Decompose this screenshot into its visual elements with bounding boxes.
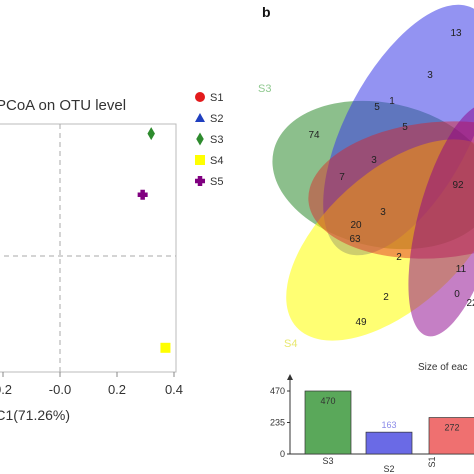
legend-marker-s5 xyxy=(195,176,205,186)
bar-y-tick-label: 470 xyxy=(270,386,285,396)
legend-marker-s2 xyxy=(195,113,205,122)
pca-plot-frame xyxy=(0,123,177,373)
legend-label-s2: S2 xyxy=(210,113,223,125)
venn-region-count: 0 xyxy=(454,289,460,300)
pca-chart: 0.2 -0.0 0.2 0.4 PC1(71.26%) S1 S2 S3 S4 S5 xyxy=(0,92,223,423)
venn-region-count: 3 xyxy=(380,207,386,218)
venn-region-count: 22 xyxy=(466,298,474,309)
bar-category-label: S1 xyxy=(427,456,437,467)
venn-region-count: 13 xyxy=(450,28,462,39)
bar-value-label: 163 xyxy=(381,420,396,430)
venn-region-count: 3 xyxy=(371,155,377,166)
venn-region-count: 5 xyxy=(402,122,408,133)
pca-point-s4 xyxy=(160,342,171,353)
legend-marker-s3 xyxy=(196,132,204,146)
venn-region-count: 49 xyxy=(355,317,367,328)
panel-b-label: b xyxy=(262,4,271,20)
venn-region-count: 74 xyxy=(308,130,320,141)
pca-x-tick-label: 0.4 xyxy=(165,382,183,397)
legend-label-s5: S5 xyxy=(210,176,223,188)
pca-point-s5 xyxy=(137,189,148,200)
venn-region-count: 2 xyxy=(383,292,389,303)
legend-marker-s4 xyxy=(195,155,205,165)
bar-y-axis-arrow-icon xyxy=(287,374,293,380)
bar-y-tick-label: 235 xyxy=(270,418,285,428)
venn-set-label-s3: S3 xyxy=(258,83,271,95)
pca-x-tick-label: 0.2 xyxy=(108,382,126,397)
pca-x-axis-label: PC1(71.26%) xyxy=(0,407,70,423)
bar-value-label: 272 xyxy=(444,423,459,433)
venn-region-count: 63 xyxy=(349,234,361,245)
bar-s1 xyxy=(428,417,474,455)
pca-point-s3 xyxy=(147,127,155,141)
venn-diagram: S3 S4 13351574379232063211202249 xyxy=(258,4,474,350)
set-size-title: Size of eac xyxy=(418,362,468,373)
venn-region-count: 11 xyxy=(456,264,467,275)
venn-region-count: 92 xyxy=(452,180,464,191)
venn-petal-s5 xyxy=(408,103,474,337)
pca-title: PCoA on OTU level xyxy=(0,97,127,114)
legend-marker-s1 xyxy=(195,92,205,102)
venn-region-count: 20 xyxy=(350,220,362,231)
bar-s2 xyxy=(365,431,413,455)
pca-x-tick-label: -0.0 xyxy=(49,382,71,397)
legend-label-s4: S4 xyxy=(210,155,223,167)
bar-category-label: S3 xyxy=(322,456,333,466)
bar-s3 xyxy=(304,390,352,455)
venn-region-count: 2 xyxy=(396,252,402,263)
venn-region-count: 3 xyxy=(427,70,433,81)
venn-region-count: 5 xyxy=(374,102,380,113)
pca-x-tick-label: 0.2 xyxy=(0,382,12,397)
venn-set-label-s4: S4 xyxy=(284,338,297,350)
legend-label-s1: S1 xyxy=(210,92,223,104)
bar-value-label: 470 xyxy=(320,396,335,406)
bar-y-tick-label: 0 xyxy=(280,449,285,459)
set-size-bar-chart: 470 235 0 470 S3 163 S2 272 S1 xyxy=(270,374,474,474)
legend-label-s3: S3 xyxy=(210,134,223,146)
venn-region-count: 7 xyxy=(339,172,345,183)
bar-category-label: S2 xyxy=(383,464,394,474)
venn-region-count: 1 xyxy=(389,96,395,107)
